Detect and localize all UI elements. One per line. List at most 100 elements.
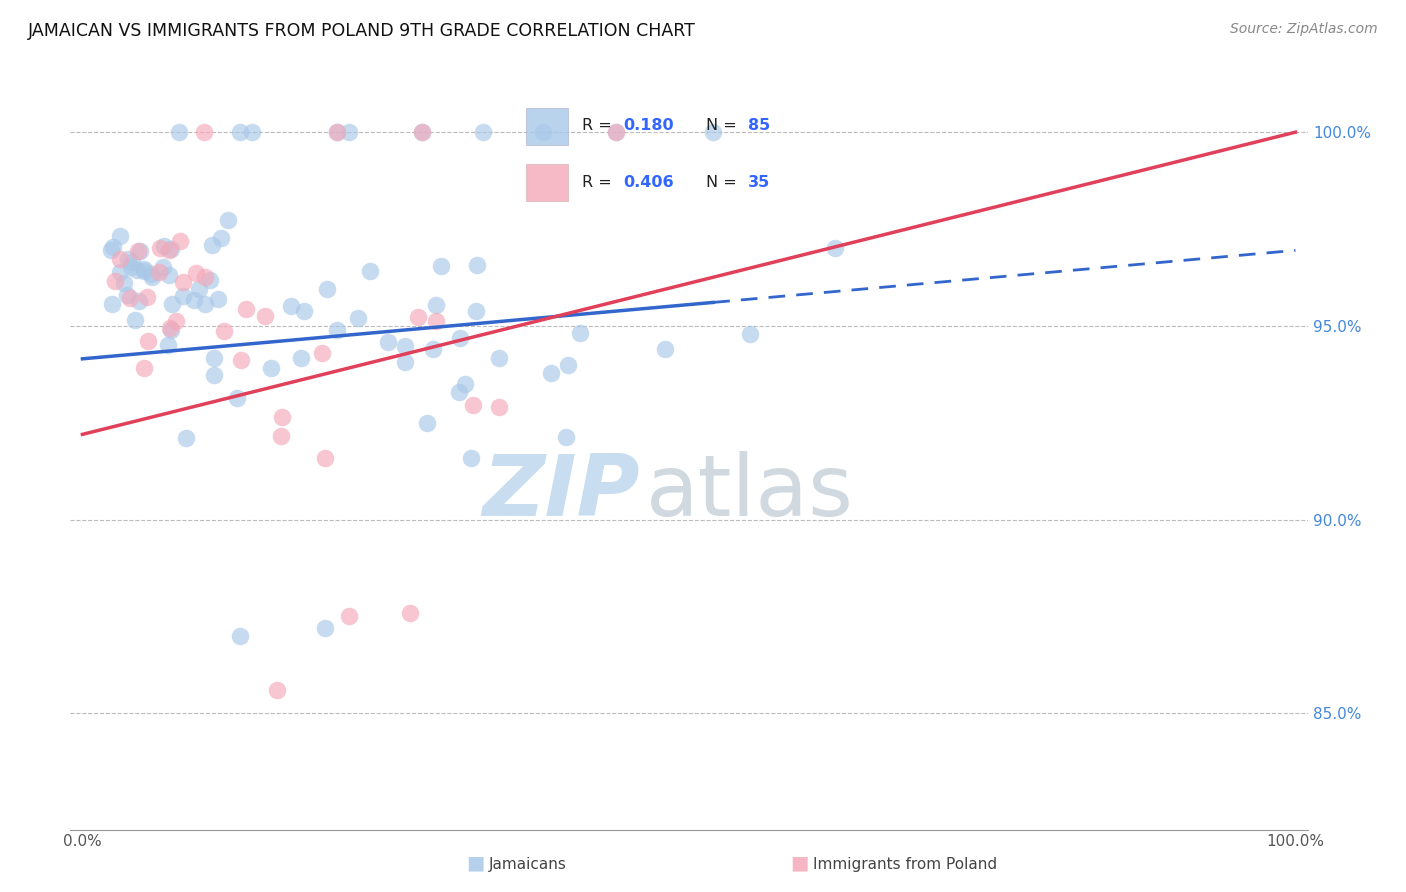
Point xyxy=(184,266,207,280)
Point xyxy=(337,609,360,624)
Point xyxy=(229,352,252,367)
Point xyxy=(157,268,180,283)
Point xyxy=(454,376,477,391)
Text: Immigrants from Poland: Immigrants from Poland xyxy=(813,857,997,872)
Point xyxy=(139,267,162,281)
Point xyxy=(292,304,315,318)
Point xyxy=(136,291,159,305)
Point xyxy=(471,125,494,139)
Point xyxy=(193,125,215,139)
Point xyxy=(160,323,183,337)
Point xyxy=(153,238,176,252)
Point xyxy=(187,282,209,296)
Point xyxy=(115,287,138,301)
Point xyxy=(136,334,159,348)
Point xyxy=(132,263,155,277)
Point xyxy=(194,297,217,311)
Point xyxy=(207,293,229,307)
Text: ■: ■ xyxy=(790,854,808,872)
Point xyxy=(738,326,761,341)
Point xyxy=(654,342,676,356)
Point xyxy=(100,243,122,257)
Point xyxy=(149,241,172,255)
Point xyxy=(266,683,288,698)
Point xyxy=(394,339,416,353)
Point xyxy=(120,260,142,274)
Point xyxy=(118,292,141,306)
Point xyxy=(165,314,187,328)
Point xyxy=(112,276,135,290)
Point xyxy=(202,368,225,382)
Point xyxy=(605,125,627,139)
Point xyxy=(531,125,554,139)
Point xyxy=(121,255,143,269)
Point xyxy=(229,125,252,139)
Point xyxy=(399,606,422,620)
Point xyxy=(359,264,381,278)
Point xyxy=(411,125,433,139)
Point xyxy=(226,391,249,405)
Point xyxy=(117,252,139,266)
Point xyxy=(290,351,312,366)
Point xyxy=(557,358,579,372)
Point xyxy=(128,294,150,309)
Point xyxy=(270,409,292,424)
Point xyxy=(156,338,179,352)
Point xyxy=(141,270,163,285)
Point xyxy=(229,629,252,643)
Point xyxy=(152,260,174,274)
Point xyxy=(169,234,191,248)
Text: ZIP: ZIP xyxy=(482,450,640,533)
Point xyxy=(326,125,349,139)
Point xyxy=(132,361,155,376)
Point xyxy=(212,324,235,338)
Point xyxy=(240,125,263,139)
Point xyxy=(217,212,239,227)
Point xyxy=(429,260,451,274)
Point xyxy=(326,125,349,139)
Point xyxy=(488,401,510,415)
Point xyxy=(449,385,471,400)
Point xyxy=(201,237,224,252)
Point xyxy=(449,330,471,344)
Point xyxy=(157,243,180,257)
Point xyxy=(824,241,846,255)
Point xyxy=(408,310,430,324)
Point xyxy=(461,398,484,412)
Text: atlas: atlas xyxy=(645,450,853,533)
Text: Jamaicans: Jamaicans xyxy=(489,857,567,872)
Point xyxy=(314,451,336,466)
Point xyxy=(568,326,591,341)
Point xyxy=(311,345,333,359)
Point xyxy=(108,229,131,244)
Point xyxy=(488,351,510,365)
Point xyxy=(194,269,217,284)
Point xyxy=(465,303,488,318)
Point xyxy=(209,231,232,245)
Point xyxy=(411,125,433,139)
Point xyxy=(101,297,124,311)
Point xyxy=(160,297,183,311)
Point xyxy=(183,293,205,307)
Point xyxy=(254,309,277,323)
Point xyxy=(127,244,149,258)
Point xyxy=(198,273,221,287)
Point xyxy=(108,252,131,267)
Point xyxy=(124,313,146,327)
Point xyxy=(129,244,152,258)
Point xyxy=(540,367,562,381)
Point xyxy=(465,258,488,272)
Point xyxy=(377,334,399,349)
Point xyxy=(169,125,191,139)
Point xyxy=(159,320,181,334)
Point xyxy=(172,275,194,289)
Point xyxy=(702,125,724,139)
Text: Source: ZipAtlas.com: Source: ZipAtlas.com xyxy=(1230,22,1378,37)
Point xyxy=(337,125,360,139)
Point xyxy=(554,430,576,444)
Point xyxy=(460,450,482,465)
Point xyxy=(235,301,257,316)
Point xyxy=(270,429,292,443)
Point xyxy=(110,265,132,279)
Text: JAMAICAN VS IMMIGRANTS FROM POLAND 9TH GRADE CORRELATION CHART: JAMAICAN VS IMMIGRANTS FROM POLAND 9TH G… xyxy=(28,22,696,40)
